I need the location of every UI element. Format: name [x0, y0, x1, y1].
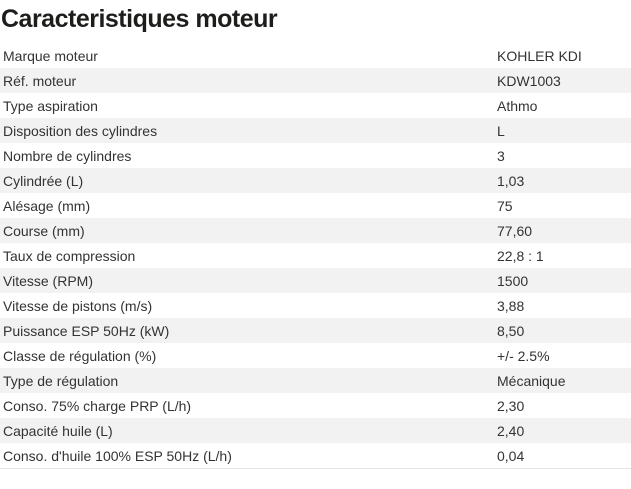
spec-value: 1500 [497, 272, 529, 289]
spec-label: Disposition des cylindres [3, 122, 158, 139]
table-row: Vitesse de pistons (m/s) 3,88 [0, 293, 631, 318]
spec-value: L [497, 122, 505, 139]
spec-value: KDW1003 [497, 72, 561, 89]
table-row: Capacité huile (L) 2,40 [0, 418, 631, 443]
spec-label: Type de régulation [3, 372, 119, 389]
table-row: Marque moteur KOHLER KDI [0, 43, 631, 68]
spec-value: +/- 2.5% [497, 347, 550, 364]
spec-label: Réf. moteur [3, 72, 77, 89]
spec-label: Marque moteur [3, 47, 98, 64]
table-row: Type de régulation Mécanique [0, 368, 631, 393]
spec-label: Type aspiration [3, 97, 98, 114]
spec-label: Cylindrée (L) [3, 172, 84, 189]
spec-value: 1,03 [497, 172, 525, 189]
spec-label: Classe de régulation (%) [3, 347, 157, 364]
table-row: Conso. d'huile 100% ESP 50Hz (L/h) 0,04 [0, 443, 631, 468]
spec-value: 22,8 : 1 [497, 247, 544, 264]
spec-label: Vitesse (RPM) [3, 272, 93, 289]
spec-value: 3,88 [497, 297, 525, 314]
spec-value: 2,40 [497, 422, 525, 439]
spec-value: Athmo [497, 97, 538, 114]
spec-label: Conso. 75% charge PRP (L/h) [3, 397, 192, 414]
spec-label: Puissance ESP 50Hz (kW) [3, 322, 170, 339]
table-row: Puissance ESP 50Hz (kW) 8,50 [0, 318, 631, 343]
table-row: Taux de compression 22,8 : 1 [0, 243, 631, 268]
page-title: Caracteristiques moteur [1, 5, 278, 33]
spec-value: 2,30 [497, 397, 525, 414]
spec-value: 3 [497, 147, 505, 164]
spec-label: Taux de compression [3, 247, 136, 264]
spec-value: Mécanique [497, 372, 566, 389]
spec-label: Vitesse de pistons (m/s) [3, 297, 153, 314]
spec-label: Alésage (mm) [3, 197, 91, 214]
spec-value: 75 [497, 197, 513, 214]
spec-label: Course (mm) [3, 222, 85, 239]
table-row: Course (mm) 77,60 [0, 218, 631, 243]
spec-label: Nombre de cylindres [3, 147, 132, 164]
table-row: Réf. moteur KDW1003 [0, 68, 631, 93]
table-row: Conso. 75% charge PRP (L/h) 2,30 [0, 393, 631, 418]
table-row: Type aspiration Athmo [0, 93, 631, 118]
engine-spec-table: Marque moteur KOHLER KDI Réf. moteur KDW100… [0, 43, 631, 469]
spec-value: 77,60 [497, 222, 533, 239]
table-row: Disposition des cylindres L [0, 118, 631, 143]
table-row: Classe de régulation (%) +/- 2.5% [0, 343, 631, 368]
table-row: Vitesse (RPM) 1500 [0, 268, 631, 293]
table-row: Alésage (mm) 75 [0, 193, 631, 218]
spec-label: Capacité huile (L) [3, 422, 113, 439]
table-row: Cylindrée (L) 1,03 [0, 168, 631, 193]
table-row: Nombre de cylindres 3 [0, 143, 631, 168]
spec-value: KOHLER KDI [497, 47, 582, 64]
spec-value: 0,04 [497, 447, 525, 464]
spec-value: 8,50 [497, 322, 525, 339]
spec-label: Conso. d'huile 100% ESP 50Hz (L/h) [3, 447, 232, 464]
